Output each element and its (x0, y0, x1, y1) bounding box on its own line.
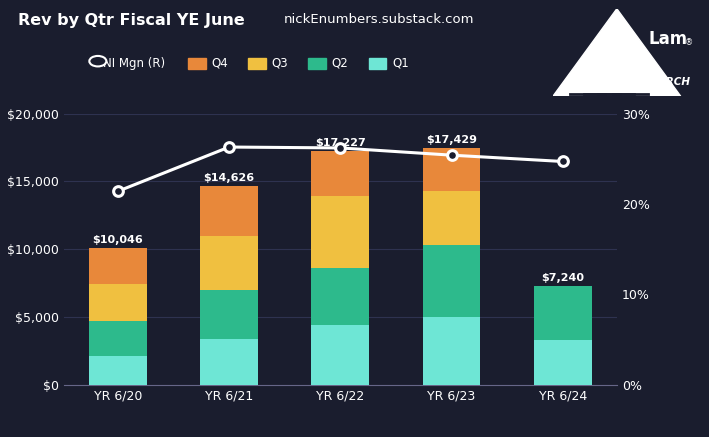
Text: $14,626: $14,626 (203, 173, 255, 183)
Text: Q3: Q3 (272, 57, 288, 70)
Bar (534, 287, 592, 340)
Bar (311, 151, 369, 196)
Bar (200, 187, 258, 236)
Text: Rev by Qtr Fiscal YE June: Rev by Qtr Fiscal YE June (18, 13, 245, 28)
Text: nickEnumbers.substack.com: nickEnumbers.substack.com (284, 13, 474, 26)
Text: Q4: Q4 (211, 57, 228, 70)
Text: $17,227: $17,227 (315, 138, 366, 148)
Bar (200, 290, 258, 339)
Bar (423, 191, 481, 245)
Bar (311, 325, 369, 385)
Bar (89, 356, 147, 385)
Bar (423, 149, 481, 191)
Bar (200, 339, 258, 385)
Text: Q2: Q2 (332, 57, 349, 70)
Bar (534, 340, 592, 385)
Polygon shape (553, 9, 681, 96)
Text: ®: ® (685, 38, 693, 47)
Text: $7,240: $7,240 (541, 273, 584, 283)
Text: $10,046: $10,046 (92, 235, 143, 245)
Bar (311, 268, 369, 325)
Bar (89, 249, 147, 284)
Bar (89, 321, 147, 356)
Bar (200, 236, 258, 290)
Text: Lam: Lam (649, 30, 688, 48)
Bar (423, 317, 481, 385)
Text: $17,429: $17,429 (426, 135, 477, 145)
Bar (423, 245, 481, 317)
Text: RESEARCH: RESEARCH (629, 77, 691, 87)
Text: NI Mgn (R): NI Mgn (R) (103, 57, 165, 70)
Bar (311, 196, 369, 268)
Bar (89, 284, 147, 321)
Text: Q1: Q1 (392, 57, 409, 70)
